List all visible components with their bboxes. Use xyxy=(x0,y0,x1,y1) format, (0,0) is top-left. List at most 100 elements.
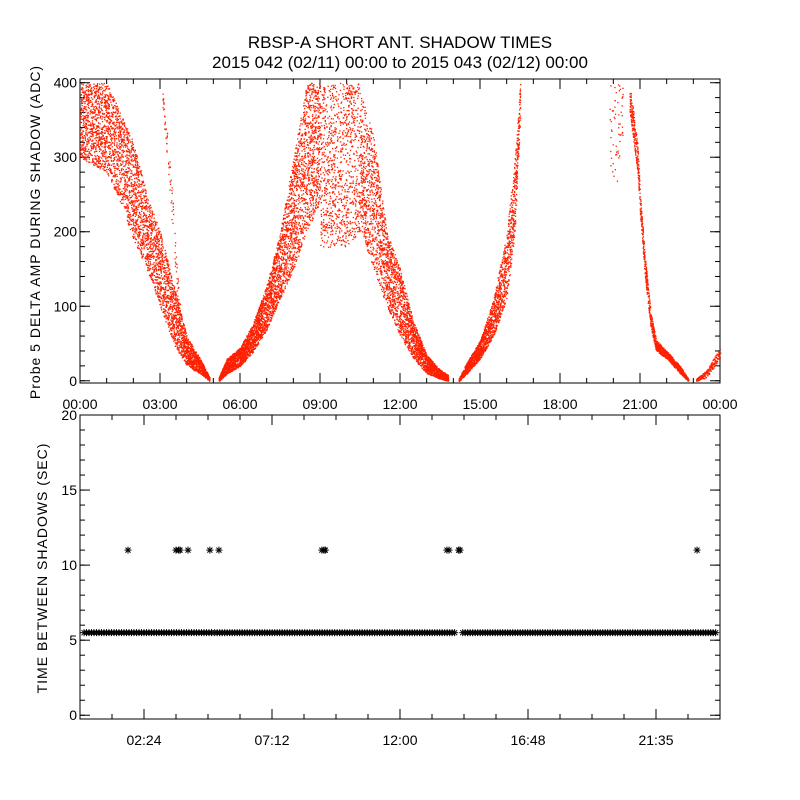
data-point xyxy=(159,277,161,279)
data-point xyxy=(85,123,88,126)
data-point xyxy=(166,305,169,307)
data-point xyxy=(97,160,99,162)
data-point xyxy=(172,325,174,327)
data-point xyxy=(83,118,85,120)
data-point xyxy=(106,99,108,101)
data-point xyxy=(130,156,132,158)
data-point xyxy=(89,113,91,115)
data-point xyxy=(82,130,84,132)
data-point xyxy=(130,141,132,143)
data-point xyxy=(233,361,235,363)
data-point xyxy=(114,174,117,176)
data-point xyxy=(142,236,144,238)
data-point xyxy=(110,164,113,166)
data-point xyxy=(132,149,135,152)
data-point xyxy=(170,277,172,279)
data-point xyxy=(137,223,139,226)
data-point xyxy=(119,130,121,132)
data-point xyxy=(158,231,160,233)
data-point xyxy=(109,151,111,153)
data-point xyxy=(116,151,118,153)
data-point xyxy=(87,83,89,85)
data-point xyxy=(186,364,188,366)
data-point xyxy=(95,99,98,101)
data-point xyxy=(230,369,232,371)
data-point xyxy=(246,343,249,346)
data-point xyxy=(96,136,98,139)
data-point xyxy=(137,245,139,247)
data-point xyxy=(116,118,118,120)
data-point xyxy=(100,152,103,155)
data-point xyxy=(237,350,239,352)
data-point xyxy=(150,241,152,243)
data-point xyxy=(129,228,132,231)
plot-frame xyxy=(79,78,721,384)
data-point xyxy=(153,266,155,268)
data-point xyxy=(229,362,231,364)
data-point xyxy=(116,146,118,148)
data-point xyxy=(126,160,128,162)
data-point xyxy=(140,199,142,201)
data-point xyxy=(150,239,152,241)
data-point xyxy=(87,124,90,126)
data-point xyxy=(179,352,181,354)
data-point xyxy=(113,135,115,138)
data-point xyxy=(112,134,114,136)
data-point xyxy=(179,329,182,331)
data-point xyxy=(112,111,114,113)
data-point xyxy=(151,256,153,258)
chart-title: RBSP-A SHORT ANT. SHADOW TIMES xyxy=(248,33,552,52)
data-point xyxy=(226,372,228,375)
data-point xyxy=(187,354,189,357)
data-point xyxy=(91,91,93,93)
data-point xyxy=(139,249,141,251)
data-point xyxy=(236,355,238,357)
data-point xyxy=(121,138,123,140)
data-point xyxy=(100,144,102,146)
data-point xyxy=(110,115,112,118)
data-point xyxy=(174,312,176,314)
data-point xyxy=(175,299,177,301)
data-point xyxy=(107,103,109,105)
data-point xyxy=(90,116,93,119)
data-point xyxy=(237,359,239,361)
data-point xyxy=(144,245,146,247)
data-point xyxy=(115,182,117,184)
data-point xyxy=(103,166,105,168)
data-point xyxy=(129,216,131,219)
data-point xyxy=(86,103,89,105)
data-point xyxy=(153,245,155,248)
data-point xyxy=(102,159,104,162)
data-point xyxy=(146,255,148,257)
data-point xyxy=(248,341,250,343)
data-point xyxy=(181,320,183,322)
data-point xyxy=(231,358,234,360)
data-point xyxy=(111,149,114,151)
data-point xyxy=(188,342,190,344)
data-point xyxy=(126,136,129,138)
data-point xyxy=(176,314,178,316)
data-point xyxy=(120,199,123,201)
data-point xyxy=(104,153,106,155)
data-point xyxy=(101,109,103,111)
data-point xyxy=(80,118,82,120)
data-point xyxy=(86,158,88,160)
data-point xyxy=(169,181,171,183)
data-point xyxy=(143,224,145,226)
data-point xyxy=(118,139,120,141)
data-point xyxy=(132,155,134,157)
data-point xyxy=(84,127,87,129)
data-point xyxy=(166,289,168,292)
data-point xyxy=(164,283,167,285)
data-point xyxy=(153,213,155,215)
data-point xyxy=(132,210,134,212)
data-point xyxy=(88,142,90,144)
data-point xyxy=(126,157,129,159)
data-point xyxy=(173,287,175,289)
data-point xyxy=(116,162,119,165)
data-point xyxy=(145,244,147,246)
data-point xyxy=(156,272,158,275)
data-point xyxy=(178,339,181,341)
data-point xyxy=(167,302,170,304)
data-point xyxy=(181,354,183,357)
